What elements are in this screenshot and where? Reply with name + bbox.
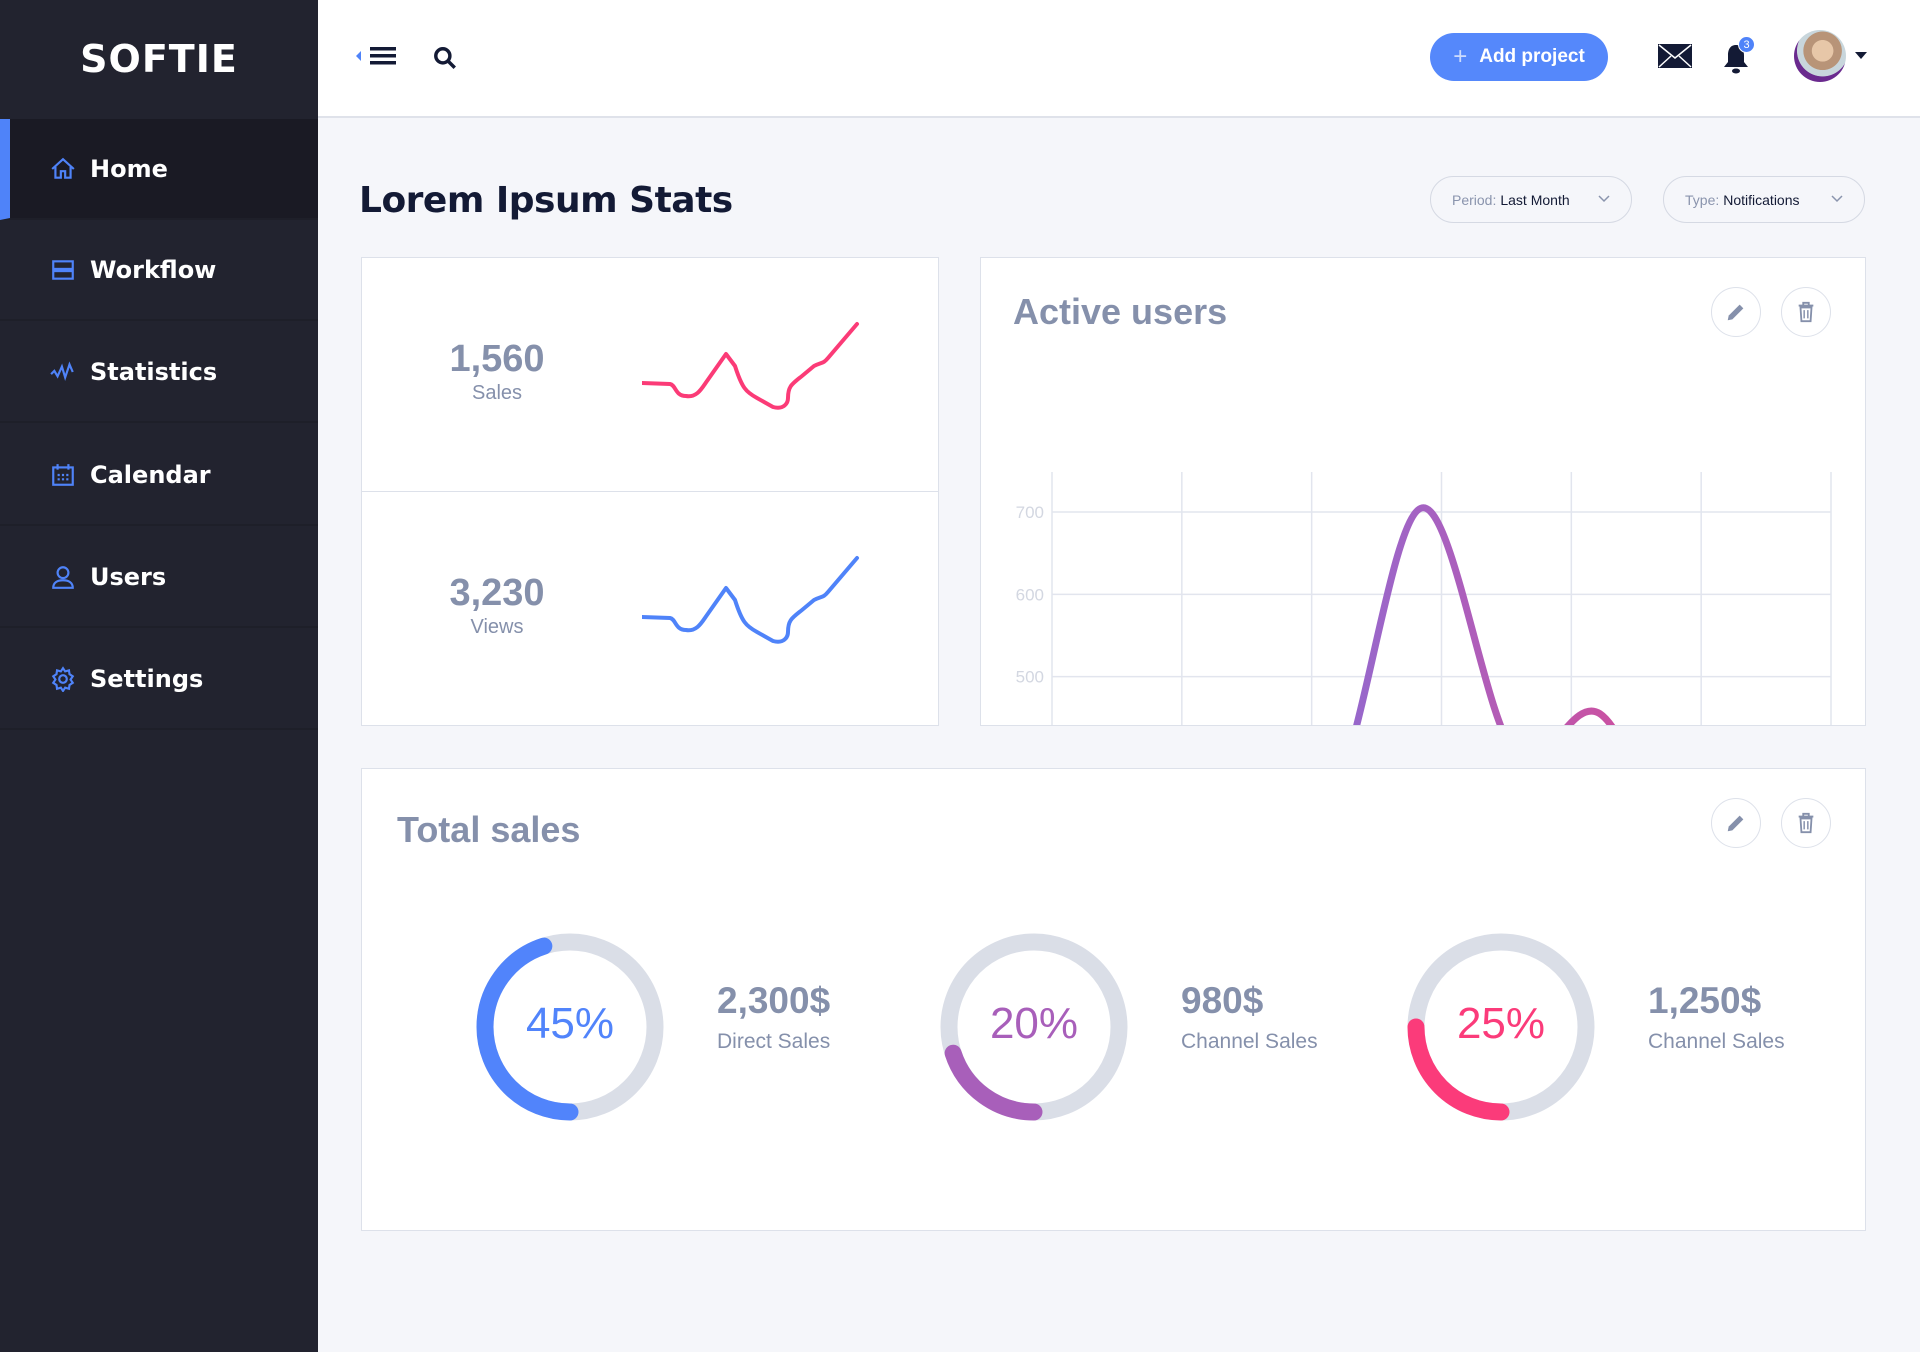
stats-card: 1,560 Sales 3,230 Views: [361, 257, 939, 726]
donut-progress: [476, 933, 664, 1121]
sales-channel-label: Channel Sales: [1181, 1030, 1318, 1053]
donut-chart: [1407, 933, 1595, 1121]
views-value: 3,230: [449, 572, 545, 614]
sidebar-item-users[interactable]: Users: [0, 527, 318, 628]
sales-value: 1,560: [449, 338, 545, 380]
home-icon: [51, 157, 75, 179]
add-project-button[interactable]: + Add project: [1430, 33, 1608, 81]
donut-percent: 45%: [525, 999, 615, 1048]
notification-badge: 3: [1738, 36, 1755, 53]
chevron-down-icon: [1831, 195, 1843, 203]
type-dropdown[interactable]: Type: Notifications: [1663, 176, 1865, 223]
sidebar-item-settings[interactable]: Settings: [0, 629, 318, 730]
trash-icon: [1798, 812, 1814, 834]
chevron-down-icon: [1598, 195, 1610, 203]
donut-percent: 25%: [1456, 999, 1546, 1048]
sidebar-item-label: Home: [90, 154, 168, 183]
mail-icon[interactable]: [1658, 44, 1692, 68]
trash-icon: [1798, 301, 1814, 323]
sidebar-item-label: Calendar: [90, 460, 211, 489]
period-dropdown[interactable]: Period: Last Month: [1430, 176, 1632, 223]
views-sparkline: [642, 556, 859, 644]
card-title: Total sales: [397, 809, 581, 850]
sidebar-item-statistics[interactable]: Statistics: [0, 322, 318, 423]
sidebar-item-label: Users: [90, 562, 167, 591]
plus-icon: +: [1453, 43, 1468, 70]
sales-channel-label: Channel Sales: [1648, 1030, 1785, 1053]
gear-icon: [51, 665, 75, 692]
workflow-icon: [52, 259, 74, 280]
sidebar-item-workflow[interactable]: Workflow: [0, 220, 318, 321]
donut-chart: [940, 933, 1128, 1121]
delete-button[interactable]: [1781, 798, 1831, 848]
card-title: Active users: [1013, 291, 1228, 332]
search-icon[interactable]: [432, 45, 458, 71]
sales-label: Sales: [471, 382, 523, 404]
logo: SOFTIE: [80, 37, 238, 81]
sidebar-item-label: Statistics: [90, 357, 218, 386]
sidebar-item-calendar[interactable]: Calendar: [0, 425, 318, 526]
y-tick-label: 600: [1016, 585, 1044, 604]
calendar-icon: [52, 463, 74, 486]
views-label: Views: [470, 616, 524, 638]
donut-progress: [940, 933, 1128, 1121]
pencil-icon: [1727, 815, 1744, 832]
menu-toggle-icon[interactable]: [356, 44, 398, 68]
active-users-card: Active users 700600500400300200100: [980, 257, 1866, 726]
donut-percent: 20%: [989, 999, 1079, 1048]
top-header: + Add project 3: [318, 0, 1920, 118]
sales-channel-label: Direct Sales: [717, 1030, 831, 1053]
total-sales-card: Total sales 45% 2,300$ Direct Sales 20% …: [361, 768, 1866, 1231]
y-tick-label: 500: [1016, 668, 1044, 687]
statistics-icon: [50, 360, 74, 381]
sidebar-item-label: Workflow: [90, 255, 217, 284]
page-title: Lorem Ipsum Stats: [359, 180, 733, 221]
delete-button[interactable]: [1781, 287, 1831, 337]
active-users-line: [1353, 504, 1616, 725]
y-tick-label: 700: [1016, 503, 1044, 522]
notifications-button[interactable]: 3: [1722, 36, 1756, 76]
sales-amount: 980$: [1181, 980, 1264, 1021]
donut-chart: [476, 933, 664, 1121]
sidebar-item-label: Settings: [90, 664, 204, 693]
sidebar: SOFTIE Home Workflow Statistics Calendar…: [0, 0, 318, 1352]
sales-amount: 2,300$: [717, 980, 831, 1021]
edit-button[interactable]: [1711, 798, 1761, 848]
active-users-chart: 700600500400300200100: [1016, 472, 1832, 725]
sidebar-item-home[interactable]: Home: [0, 119, 318, 220]
user-icon: [52, 565, 74, 589]
avatar[interactable]: [1794, 30, 1846, 82]
sales-sparkline: [642, 322, 859, 410]
donut-progress: [1407, 933, 1595, 1121]
divider: [362, 491, 938, 492]
caret-down-icon[interactable]: [1855, 52, 1867, 60]
pencil-icon: [1727, 304, 1744, 321]
sales-amount: 1,250$: [1648, 980, 1762, 1021]
edit-button[interactable]: [1711, 287, 1761, 337]
